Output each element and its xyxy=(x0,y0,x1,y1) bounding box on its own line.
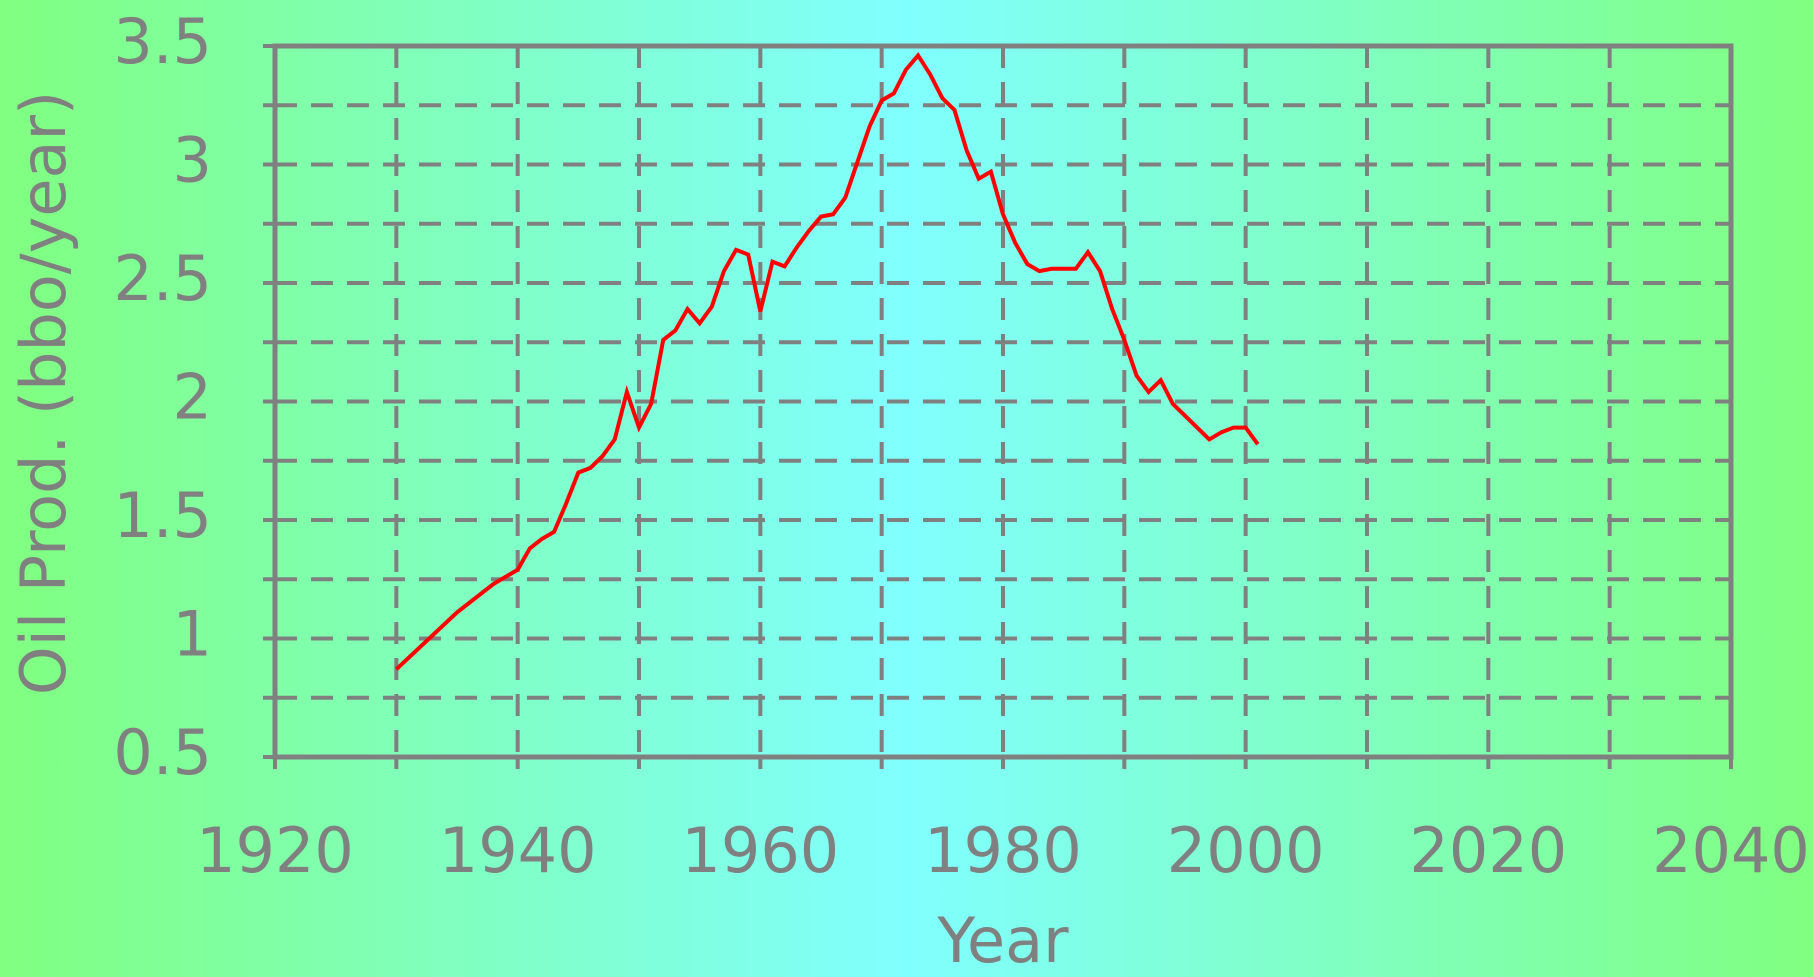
x-tick-label: 1960 xyxy=(681,814,839,887)
x-tick-label: 1980 xyxy=(924,814,1082,887)
x-axis-label: Year xyxy=(936,904,1069,977)
y-tick-label: 2.5 xyxy=(113,242,212,315)
x-tick-label: 1940 xyxy=(439,814,597,887)
y-tick-label: 3 xyxy=(173,124,212,197)
y-tick-label: 3.5 xyxy=(113,5,212,78)
y-tick-label: 1.5 xyxy=(113,479,212,552)
x-tick-label: 2000 xyxy=(1167,814,1325,887)
y-tick-label: 2 xyxy=(173,361,212,434)
y-tick-label: 1 xyxy=(173,598,212,671)
plot-border xyxy=(272,43,1734,760)
y-tick-label: 0.5 xyxy=(113,716,212,789)
x-tick-label: 2020 xyxy=(1409,814,1567,887)
x-tick-label: 2040 xyxy=(1652,814,1810,887)
data-line xyxy=(394,52,1260,671)
x-tick-label: 1920 xyxy=(196,814,354,887)
y-axis-label: Oil Prod. (bbo/year) xyxy=(7,91,80,695)
